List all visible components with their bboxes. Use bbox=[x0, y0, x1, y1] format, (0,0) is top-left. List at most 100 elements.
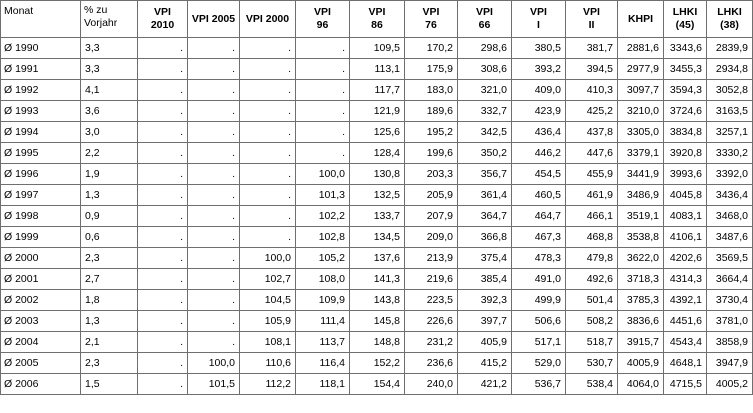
cell-vpi2000: 102,7 bbox=[239, 268, 296, 290]
table-row: Ø 2002 1,8.. 104,5 109,9 143,8 223,5 392,3 499,… bbox=[0, 289, 753, 311]
cell-vpi86: 117,7 bbox=[349, 79, 405, 101]
cell-vpi86: 109,5 bbox=[349, 37, 405, 59]
cell-khpi: 3379,1 bbox=[617, 142, 664, 164]
cell-vpi2000: . bbox=[239, 100, 296, 122]
cell-month: Ø 1999 bbox=[0, 226, 81, 248]
cell-vpi96: 113,7 bbox=[295, 331, 350, 353]
table-row: Ø 2004 2,1.. 108,1 113,7 148,8 231,2 405,9 517,… bbox=[0, 331, 753, 353]
cell-vpi96: 111,4 bbox=[295, 310, 350, 332]
header-month: Monat bbox=[0, 0, 81, 38]
cell-vpi66: 405,9 bbox=[457, 331, 512, 353]
table-row: Ø 2006 1,5. 101,5 112,2 118,1 154,4 240,0 421,2… bbox=[0, 373, 753, 395]
header-vpi96-line2: 96 bbox=[316, 19, 329, 31]
cell-vpi66: 366,8 bbox=[457, 226, 512, 248]
cell-change: 1,9 bbox=[80, 163, 138, 185]
cell-vpi2005: . bbox=[187, 58, 240, 80]
cell-vpi96: . bbox=[295, 100, 350, 122]
header-vpi76-line1: VPI bbox=[422, 6, 440, 18]
cell-vpi2: 466,1 bbox=[565, 205, 618, 227]
cell-vpi2005: . bbox=[187, 79, 240, 101]
cell-vpi1: 380,5 bbox=[511, 37, 566, 59]
cell-vpi2010: . bbox=[137, 58, 188, 80]
table-body: Ø 1990 3,3.... 109,5 170,2 298,6 380,5 381,7 28… bbox=[0, 37, 753, 395]
cell-change: 2,7 bbox=[80, 268, 138, 290]
cell-vpi2010: . bbox=[137, 289, 188, 311]
cell-vpi76: 231,2 bbox=[404, 331, 458, 353]
table-row: Ø 1994 3,0.... 125,6 195,2 342,5 436,4 437,8 33… bbox=[0, 121, 753, 143]
cell-month: Ø 1995 bbox=[0, 142, 81, 164]
cell-lhki38: 3664,4 bbox=[706, 268, 753, 290]
header-change: % zu Vorjahr bbox=[80, 0, 138, 38]
cell-lhki45: 4648,1 bbox=[663, 352, 707, 374]
cell-vpi86: 132,5 bbox=[349, 184, 405, 206]
cell-lhki45: 4314,3 bbox=[663, 268, 707, 290]
cell-lhki38: 3257,1 bbox=[706, 121, 753, 143]
cell-vpi66: 332,7 bbox=[457, 100, 512, 122]
cell-vpi86: 130,8 bbox=[349, 163, 405, 185]
cell-vpi2005: . bbox=[187, 247, 240, 269]
cell-lhki45: 3724,6 bbox=[663, 100, 707, 122]
cell-vpi96: 116,4 bbox=[295, 352, 350, 374]
cell-vpi2000: . bbox=[239, 37, 296, 59]
cell-lhki45: 3993,6 bbox=[663, 163, 707, 185]
cell-vpi76: 205,9 bbox=[404, 184, 458, 206]
cell-vpi2: 437,8 bbox=[565, 121, 618, 143]
cell-month: Ø 2006 bbox=[0, 373, 81, 395]
cell-vpi76: 199,6 bbox=[404, 142, 458, 164]
cell-vpi2005: . bbox=[187, 310, 240, 332]
cell-change: 2,1 bbox=[80, 331, 138, 353]
cell-vpi1: 446,2 bbox=[511, 142, 566, 164]
cell-vpi2: 501,4 bbox=[565, 289, 618, 311]
cell-vpi96: . bbox=[295, 37, 350, 59]
cell-vpi96: 118,1 bbox=[295, 373, 350, 395]
cell-lhki38: 3858,9 bbox=[706, 331, 753, 353]
cell-vpi2: 461,9 bbox=[565, 184, 618, 206]
cell-vpi1: 393,2 bbox=[511, 58, 566, 80]
cell-vpi76: 209,0 bbox=[404, 226, 458, 248]
cell-vpi96: 108,0 bbox=[295, 268, 350, 290]
cell-vpi2: 530,7 bbox=[565, 352, 618, 374]
cell-vpi2005: . bbox=[187, 184, 240, 206]
header-lhki38: LHKI (38) bbox=[706, 0, 753, 38]
cell-vpi76: 213,9 bbox=[404, 247, 458, 269]
cell-vpi2: 425,2 bbox=[565, 100, 618, 122]
cell-month: Ø 2004 bbox=[0, 331, 81, 353]
cell-lhki45: 4045,8 bbox=[663, 184, 707, 206]
cell-lhki38: 3052,8 bbox=[706, 79, 753, 101]
header-vpi76: VPI 76 bbox=[404, 0, 458, 38]
cell-vpi96: . bbox=[295, 121, 350, 143]
cell-lhki38: 3468,0 bbox=[706, 205, 753, 227]
cell-vpi2000: 105,9 bbox=[239, 310, 296, 332]
cell-khpi: 3836,6 bbox=[617, 310, 664, 332]
header-khpi: KHPI bbox=[617, 0, 664, 38]
cell-khpi: 3305,0 bbox=[617, 121, 664, 143]
cell-vpi2010: . bbox=[137, 268, 188, 290]
cell-change: 3,0 bbox=[80, 121, 138, 143]
table-row: Ø 1990 3,3.... 109,5 170,2 298,6 380,5 381,7 28… bbox=[0, 37, 753, 59]
cell-vpi2005: 101,5 bbox=[187, 373, 240, 395]
cell-vpi2005: . bbox=[187, 331, 240, 353]
cell-vpi2000: 100,0 bbox=[239, 247, 296, 269]
cell-vpi2005: . bbox=[187, 37, 240, 59]
header-vpi-i-line2: I bbox=[537, 19, 540, 31]
cell-vpi76: 170,2 bbox=[404, 37, 458, 59]
cell-vpi86: 113,1 bbox=[349, 58, 405, 80]
cell-lhki38: 3781,0 bbox=[706, 310, 753, 332]
cell-vpi2: 479,8 bbox=[565, 247, 618, 269]
cell-vpi2010: . bbox=[137, 373, 188, 395]
cell-vpi2010: . bbox=[137, 310, 188, 332]
cell-vpi2000: . bbox=[239, 121, 296, 143]
header-lhki38-line1: LHKI bbox=[717, 6, 742, 18]
cell-month: Ø 1997 bbox=[0, 184, 81, 206]
cell-change: 1,3 bbox=[80, 310, 138, 332]
table-row: Ø 1997 1,3... 101,3 132,5 205,9 361,4 460,5 461… bbox=[0, 184, 753, 206]
cell-lhki45: 4715,5 bbox=[663, 373, 707, 395]
cell-change: 3,3 bbox=[80, 58, 138, 80]
table-row: Ø 2005 2,3. 100,0 110,6 116,4 152,2 236,6 415,2… bbox=[0, 352, 753, 374]
header-vpi-i: VPI I bbox=[511, 0, 566, 38]
cell-vpi66: 308,6 bbox=[457, 58, 512, 80]
cell-vpi2: 447,6 bbox=[565, 142, 618, 164]
table-row: Ø 1995 2,2.... 128,4 199,6 350,2 446,2 447,6 33… bbox=[0, 142, 753, 164]
cell-vpi2000: . bbox=[239, 163, 296, 185]
cell-vpi2005: . bbox=[187, 100, 240, 122]
